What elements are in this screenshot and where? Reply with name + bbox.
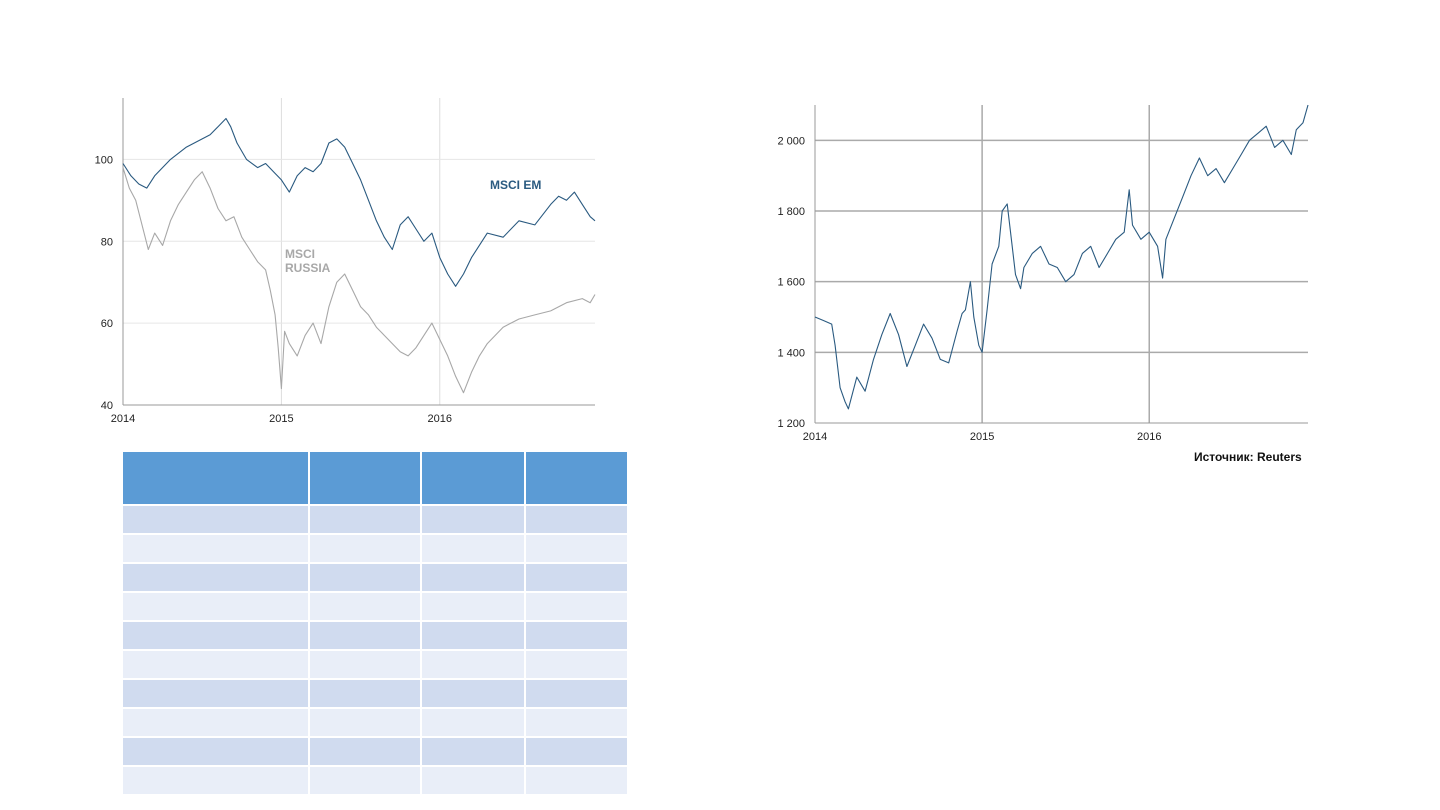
table-cell bbox=[420, 504, 526, 535]
y-tick-label: 100 bbox=[95, 154, 113, 166]
table-row bbox=[121, 765, 629, 796]
x-tick-label: 2014 bbox=[111, 413, 135, 425]
y-tick-label: 2 000 bbox=[777, 135, 805, 147]
table-cell bbox=[308, 591, 422, 622]
table-cell bbox=[524, 707, 629, 738]
table-row bbox=[121, 591, 629, 622]
table-cell bbox=[420, 620, 526, 651]
y-tick-label: 1 800 bbox=[777, 206, 805, 218]
table-cell bbox=[121, 533, 310, 564]
table-row bbox=[121, 649, 629, 680]
table-cell bbox=[524, 504, 629, 535]
table-row bbox=[121, 533, 629, 564]
table-cell bbox=[524, 591, 629, 622]
table-row bbox=[121, 504, 629, 535]
x-tick-label: 2016 bbox=[428, 413, 452, 425]
table-cell bbox=[420, 562, 526, 593]
table-row bbox=[121, 678, 629, 709]
table-cell bbox=[420, 736, 526, 767]
table-cell bbox=[308, 765, 422, 796]
table-cell bbox=[524, 620, 629, 651]
table-cell bbox=[308, 707, 422, 738]
table-cell bbox=[420, 533, 526, 564]
table-cell bbox=[121, 649, 310, 680]
y-tick-label: 1 400 bbox=[777, 347, 805, 359]
table-cell bbox=[420, 707, 526, 738]
series-label-msci-russia: MSCI bbox=[285, 247, 315, 261]
table-cell bbox=[524, 649, 629, 680]
y-tick-label: 40 bbox=[101, 400, 113, 412]
table-cell bbox=[121, 736, 310, 767]
table-cell bbox=[121, 707, 310, 738]
table-header-cell bbox=[524, 450, 629, 506]
x-tick-label: 2016 bbox=[1137, 431, 1161, 443]
table-cell bbox=[308, 736, 422, 767]
table-cell bbox=[308, 533, 422, 564]
table-body bbox=[121, 504, 629, 796]
table-header bbox=[121, 450, 629, 506]
y-tick-label: 80 bbox=[101, 236, 113, 248]
series-label-msci-em: MSCI EM bbox=[490, 178, 541, 192]
x-tick-label: 2014 bbox=[803, 431, 827, 443]
table-cell bbox=[524, 562, 629, 593]
table-header-cell bbox=[308, 450, 422, 506]
table-cell bbox=[121, 562, 310, 593]
table-cell bbox=[121, 504, 310, 535]
series-line-msci-russia bbox=[122, 167, 596, 394]
table-cell bbox=[420, 678, 526, 709]
x-tick-label: 2015 bbox=[269, 413, 293, 425]
table-cell bbox=[308, 678, 422, 709]
source-note: Источник: Reuters bbox=[1194, 450, 1302, 464]
table-cell bbox=[121, 591, 310, 622]
y-tick-label: 1 200 bbox=[777, 418, 805, 430]
table-cell bbox=[308, 649, 422, 680]
table-cell bbox=[420, 591, 526, 622]
table-header-cell bbox=[121, 450, 310, 506]
series-line-msci-em bbox=[122, 117, 596, 287]
series-line bbox=[814, 104, 1309, 410]
table-cell bbox=[524, 736, 629, 767]
table-cell bbox=[524, 765, 629, 796]
table-header-cell bbox=[420, 450, 526, 506]
series-label-msci-russia-line2: RUSSIA bbox=[285, 261, 331, 275]
table-cell bbox=[121, 765, 310, 796]
table-cell bbox=[308, 562, 422, 593]
data-table bbox=[121, 450, 629, 796]
table-row bbox=[121, 707, 629, 738]
table-row bbox=[121, 562, 629, 593]
y-tick-label: 60 bbox=[101, 318, 113, 330]
table-cell bbox=[524, 533, 629, 564]
table-cell bbox=[420, 649, 526, 680]
right-chart: 1 200 1 400 1 600 1 800 2 000 2014 2015 2016 bbox=[777, 104, 1309, 443]
table-cell bbox=[524, 678, 629, 709]
table-cell bbox=[308, 620, 422, 651]
table-row bbox=[121, 736, 629, 767]
table-cell bbox=[308, 504, 422, 535]
table-cell bbox=[121, 678, 310, 709]
x-tick-label: 2015 bbox=[970, 431, 994, 443]
y-tick-label: 1 600 bbox=[777, 277, 805, 289]
table-cell bbox=[420, 765, 526, 796]
table-header-row bbox=[121, 450, 629, 506]
table-cell bbox=[121, 620, 310, 651]
table-row bbox=[121, 620, 629, 651]
